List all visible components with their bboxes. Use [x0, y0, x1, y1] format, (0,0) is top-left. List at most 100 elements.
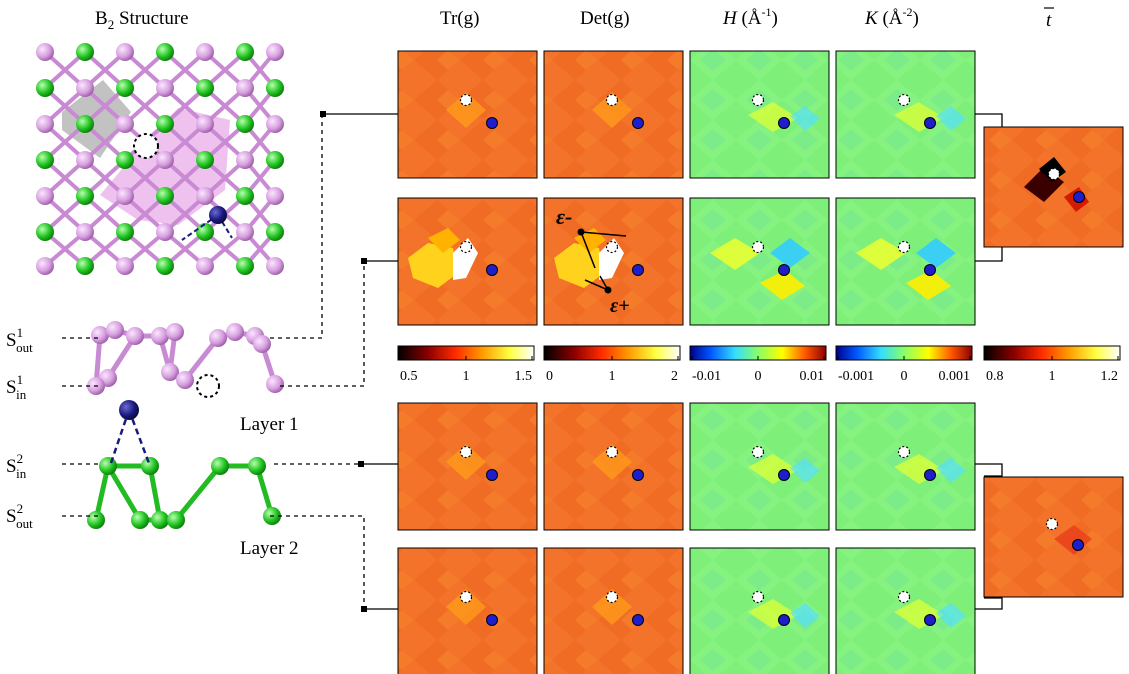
colorbar-tick: 1 [1049, 369, 1056, 384]
colorbar-tick: 1 [463, 369, 470, 384]
layer2-label: Layer 2 [240, 538, 299, 559]
colorbar-h: -0.01 0 0.01 [689, 345, 827, 384]
metal-dot [486, 117, 498, 129]
colorbar-tick: 0.5 [400, 369, 418, 384]
colorbars: 0.5 1 1.5 0 1 2 -0.01 0 0.01 -0.001 0 0.001 0.8 1 1.2 [397, 345, 1121, 384]
panel-k-row2 [835, 197, 976, 326]
metal-atom-side [119, 400, 139, 420]
panel-tr-row2 [397, 197, 538, 326]
metal-dot [486, 614, 498, 626]
metal-dot [632, 614, 644, 626]
colorbar-tick: 1 [609, 369, 616, 384]
tr-title: Tr(g) [440, 8, 479, 29]
metal-dot [778, 469, 790, 481]
k-title: K (Å-2) [864, 5, 919, 29]
leader-lines [62, 114, 365, 609]
structure-side-view [87, 321, 284, 529]
label-s1-in: S1 in [6, 372, 27, 402]
epsilon-annotations: ε- ε+ [556, 204, 630, 317]
vacancy-dot [897, 445, 911, 459]
column-headers: B2 Structure Tr(g) Det(g) H (Å-1) K (Å-2… [95, 5, 1054, 32]
metal-dot [632, 469, 644, 481]
panel-h-row3 [689, 402, 830, 531]
colorbar-tick: 1.5 [515, 369, 533, 384]
vacancy-dot [897, 93, 911, 107]
panel-tr-row3 [397, 402, 538, 531]
vacancy-dot [605, 93, 619, 107]
colorbar-tick: -0.01 [692, 369, 721, 384]
colorbar-tick: 2 [671, 369, 678, 384]
panel-det-row4 [543, 547, 684, 674]
panel-k-row4 [835, 547, 976, 674]
metal-dot [778, 614, 790, 626]
colorbar-tbar: 0.8 1 1.2 [983, 345, 1121, 384]
panel-h-row4 [689, 547, 830, 674]
vacancy-dot [605, 590, 619, 604]
label-s1-out: S1 out [6, 325, 33, 355]
colorbar-tr: 0.5 1 1.5 [397, 345, 535, 384]
colorbar-k: -0.001 0 0.001 [835, 345, 973, 384]
h-title: H (Å-1) [722, 5, 778, 29]
colorbar-tick: 0 [901, 369, 908, 384]
vacancy-marker [133, 133, 159, 159]
metal-dot [632, 117, 644, 129]
vacancy-dot [751, 93, 765, 107]
vacancy-dot [459, 93, 473, 107]
vacancy-dot [459, 590, 473, 604]
colorbar-tick: 0 [755, 369, 762, 384]
metal-atom-top [209, 206, 227, 224]
metal-dot [632, 264, 644, 276]
panel-tr-row1 [397, 50, 538, 179]
metal-dot [486, 264, 498, 276]
vacancy-dot [897, 240, 911, 254]
panel-tbar-layer2 [983, 476, 1124, 598]
vacancy-side [196, 374, 220, 398]
heatmap-grid [397, 50, 1124, 674]
metal-dot [778, 117, 790, 129]
metal-dot [924, 264, 936, 276]
lattice-atoms [36, 43, 284, 275]
connector-lines [324, 113, 1003, 610]
colorbar-tick: 0.8 [986, 369, 1004, 384]
side-labels: S1 out S1 in S2 in S2 out Layer 1 Layer 2 [6, 325, 299, 559]
structure-top-view [36, 43, 284, 277]
layer1-label: Layer 1 [240, 414, 299, 435]
vacancy-dot [751, 240, 765, 254]
vacancy-dot [897, 590, 911, 604]
vacancy-dot [459, 445, 473, 459]
metal-dot [924, 117, 936, 129]
label-s2-in: S2 in [6, 451, 27, 481]
metal-dot [778, 264, 790, 276]
colorbar-tick: 0.001 [939, 369, 971, 384]
vacancy-dot [605, 240, 619, 254]
panel-h-row2 [689, 197, 830, 326]
eps-minus-label: ε- [556, 204, 572, 229]
label-s2-out: S2 out [6, 501, 33, 531]
panel-det-row2 [543, 197, 684, 326]
colorbar-tick: 0.01 [800, 369, 825, 384]
panel-det-row3 [543, 402, 684, 531]
panel-det-row1 [543, 50, 684, 179]
colorbar-tick: -0.001 [838, 369, 874, 384]
metal-dot [486, 469, 498, 481]
vacancy-dot [459, 240, 473, 254]
vacancy-dot [751, 590, 765, 604]
colorbar-tick: 0 [546, 369, 553, 384]
det-title: Det(g) [580, 8, 630, 29]
colorbar-tick: 1.2 [1101, 369, 1119, 384]
eps-plus-label: ε+ [610, 295, 630, 317]
connector-nodes [320, 111, 367, 612]
tbar-title: t [1046, 10, 1052, 31]
panel-k-row1 [835, 50, 976, 179]
metal-dot [924, 614, 936, 626]
vacancy-dot [751, 445, 765, 459]
colorbar-det: 0 1 2 [543, 345, 681, 384]
panel-tr-row4 [397, 547, 538, 674]
panel-h-row1 [689, 50, 830, 179]
structure-title: B2 Structure [95, 8, 189, 32]
panel-k-row3 [835, 402, 976, 531]
vacancy-dot [605, 445, 619, 459]
metal-dot [924, 469, 936, 481]
panel-tbar-layer1 [983, 126, 1124, 248]
